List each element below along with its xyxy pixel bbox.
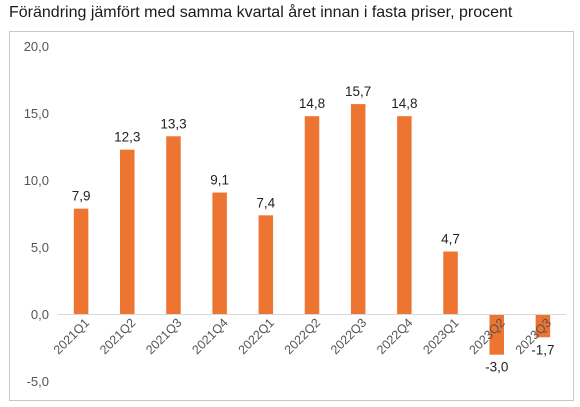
data-label-2022q2: 14,8	[299, 96, 325, 111]
y-tick-label: 10,0	[24, 173, 49, 188]
bar-2023q1	[443, 251, 458, 315]
category-label-2021q4: 2021Q4	[189, 316, 230, 357]
category-label-2021q3: 2021Q3	[143, 316, 184, 357]
y-tick-label: 20,0	[24, 39, 49, 54]
bar-2023q3	[535, 314, 551, 338]
category-label-2023q1: 2023Q1	[420, 316, 461, 357]
category-label-2021q2: 2021Q2	[97, 316, 138, 357]
category-label-2021q1: 2021Q1	[51, 316, 92, 357]
bar-2021q2	[120, 149, 135, 315]
data-labels: 7,9 12,3 13,3 9,1 7,4 14,8 15,7 14,8 4,7 -3,0 -1,7	[72, 84, 555, 375]
y-axis-labels: -5,0 0,0 5,0 10,0 15,0 20,0	[24, 39, 49, 389]
data-label-2023q1: 4,7	[441, 232, 460, 247]
category-label-2022q1: 2022Q1	[236, 316, 277, 357]
category-label-2022q2: 2022Q2	[282, 316, 323, 357]
bar-2021q3	[166, 136, 181, 315]
y-tick-label: 0,0	[31, 307, 49, 322]
category-labels: 2021Q1 2021Q2 2021Q3 2021Q4 2022Q1 2022Q2 2022…	[51, 316, 554, 357]
data-label-2021q2: 12,3	[114, 130, 140, 145]
data-label-2022q1: 7,4	[256, 195, 275, 210]
y-tick-label: 15,0	[24, 106, 49, 121]
bar-2022q2	[304, 116, 320, 315]
bar-2022q3	[350, 104, 366, 315]
chart-title: Förändring jämfört med samma kvartal åre…	[9, 4, 513, 21]
bars	[73, 104, 551, 355]
data-label-2021q4: 9,1	[210, 173, 229, 188]
bar-2022q4	[397, 116, 412, 315]
category-label-2022q4: 2022Q4	[374, 316, 415, 357]
data-label-2021q3: 13,3	[160, 116, 186, 131]
data-label-2021q1: 7,9	[72, 189, 91, 204]
data-label-2022q3: 15,7	[345, 84, 371, 99]
data-label-2023q2: -3,0	[485, 360, 508, 375]
bar-2021q1	[73, 208, 89, 315]
chart-frame	[9, 31, 574, 401]
bar-2022q1	[258, 215, 274, 315]
bar-2021q4	[212, 192, 227, 315]
bar-2023q2	[489, 314, 504, 355]
y-tick-label: -5,0	[27, 374, 49, 389]
y-tick-label: 5,0	[31, 240, 49, 255]
data-label-2023q3: -1,7	[531, 342, 554, 357]
category-label-2022q3: 2022Q3	[328, 316, 369, 357]
data-label-2022q4: 14,8	[391, 96, 417, 111]
